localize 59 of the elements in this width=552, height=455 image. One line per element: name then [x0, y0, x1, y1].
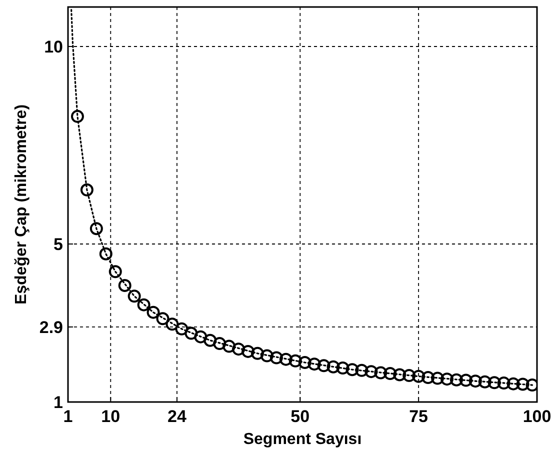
point [317, 359, 330, 372]
point [213, 337, 226, 350]
point [260, 349, 274, 362]
x-axis-title: Segment Sayısı [243, 431, 362, 448]
point [232, 342, 246, 356]
point [99, 247, 112, 260]
point [364, 365, 378, 378]
point [450, 373, 463, 386]
point [468, 374, 482, 388]
point [184, 326, 198, 340]
point [374, 366, 388, 380]
point [146, 306, 160, 319]
point [166, 318, 179, 331]
y-tick-label: 10 [44, 38, 63, 56]
point [478, 375, 492, 388]
point [80, 183, 94, 196]
x-tick-label: 24 [168, 407, 187, 426]
point [298, 356, 312, 369]
x-tick-label: 100 [522, 407, 552, 426]
point [326, 360, 340, 374]
y-tick-label: 5 [54, 235, 63, 254]
point [488, 376, 501, 390]
point [422, 371, 435, 384]
point [118, 278, 132, 292]
point [222, 340, 236, 353]
point [108, 265, 122, 278]
x-tick-label: 10 [101, 407, 120, 426]
point [156, 312, 170, 326]
point [194, 330, 208, 344]
point [90, 222, 103, 236]
point [336, 362, 350, 375]
point [459, 374, 472, 387]
point [279, 352, 292, 366]
y-tick-label: 1 [54, 393, 63, 412]
point [270, 351, 283, 364]
point [506, 377, 520, 390]
x-tick-label: 50 [290, 407, 310, 426]
point [242, 344, 255, 358]
point [346, 363, 359, 376]
point [431, 372, 444, 385]
point [393, 368, 406, 382]
point [355, 364, 368, 377]
point [497, 376, 510, 390]
y-tick-label: 2.9 [39, 318, 63, 337]
point [175, 322, 188, 336]
point [70, 110, 84, 123]
point [402, 369, 416, 382]
point [516, 378, 530, 391]
point [137, 298, 150, 312]
point [412, 370, 426, 383]
point [308, 358, 321, 371]
point [440, 372, 454, 386]
point [288, 354, 302, 368]
point [250, 346, 264, 360]
point [204, 334, 217, 347]
x-tick-label: 75 [409, 407, 428, 426]
point [128, 290, 141, 303]
point [384, 367, 397, 380]
y-axis-title: Eşdeğer Çap (mikrometre) [13, 104, 30, 305]
